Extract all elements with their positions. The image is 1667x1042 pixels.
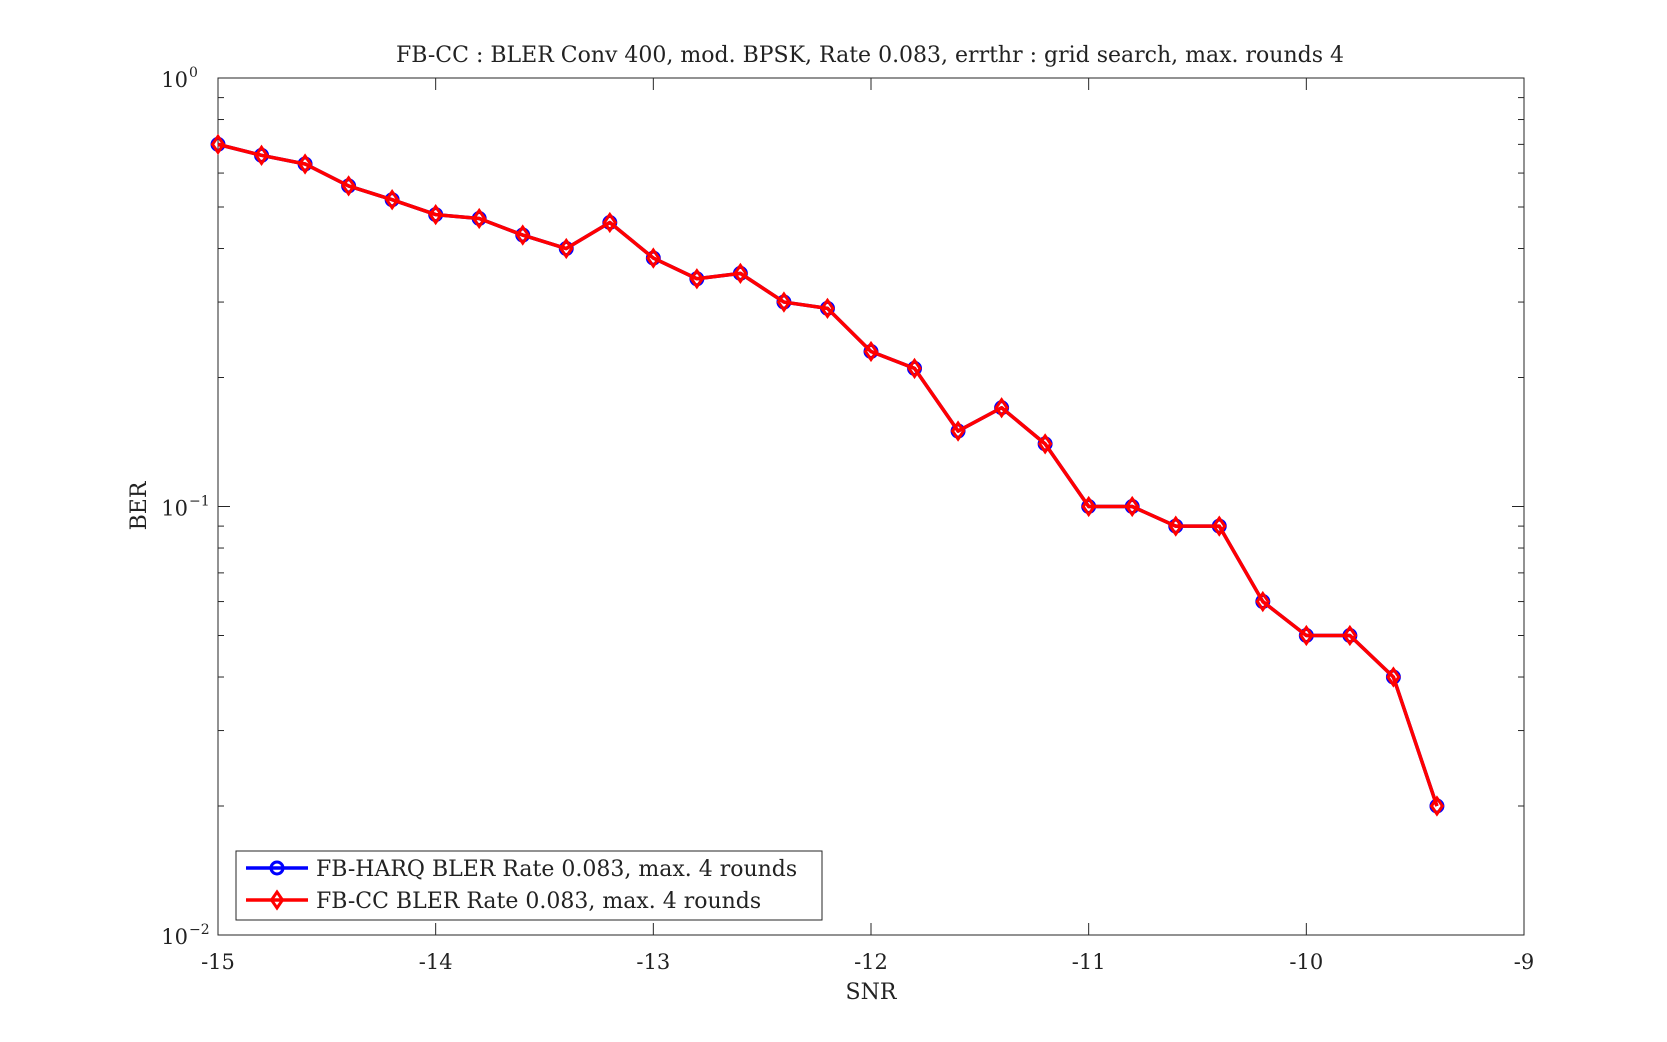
data-point: [1299, 624, 1314, 647]
y-tick-label: 10: [161, 68, 188, 92]
data-point: [733, 262, 748, 285]
data-point: [776, 291, 792, 313]
x-tick-labels: -15 -14 -13 -12 -11 -10 -9: [201, 950, 1534, 974]
x-tick-label: -11: [1072, 950, 1106, 974]
data-point: [907, 357, 922, 380]
chart-title: FB-CC : BLER Conv 400, mod. BPSK, Rate 0…: [396, 43, 1344, 68]
legend-label: FB-HARQ BLER Rate 0.083, max. 4 rounds: [316, 857, 797, 882]
data-point: [820, 297, 835, 320]
data-point: [1037, 433, 1053, 455]
axis-ticks: [217, 78, 1525, 936]
x-axis-label: SNR: [846, 980, 898, 1005]
series-line: [217, 142, 1439, 807]
data-point: [646, 247, 661, 269]
data-point: [1386, 666, 1401, 688]
x-tick-label: -15: [201, 950, 235, 974]
y-tick-label: 10: [161, 497, 188, 521]
data-point: [863, 340, 879, 363]
y-tick-exponent: −1: [189, 494, 210, 510]
data-point: [1081, 495, 1096, 518]
x-tick-label: -12: [854, 950, 888, 974]
data-point: [994, 397, 1009, 419]
legend-marker: [269, 860, 285, 876]
data-point: [1168, 515, 1184, 537]
y-tick-exponent: −2: [189, 922, 210, 938]
data-point: [471, 207, 487, 230]
data-point: [297, 153, 313, 175]
x-tick-label: -9: [1514, 950, 1534, 974]
series-2: [210, 133, 1445, 817]
x-tick-label: -10: [1289, 950, 1323, 974]
data-point: [254, 144, 269, 166]
data-point: [950, 420, 966, 442]
data-point: [1211, 515, 1227, 537]
legend-entry: FB-HARQ BLER Rate 0.083, max. 4 rounds: [246, 857, 797, 882]
data-point: [1124, 495, 1140, 518]
y-tick-label: 10: [161, 925, 188, 949]
data-point: [1342, 624, 1358, 647]
y-tick-exponent: 0: [189, 65, 198, 81]
data-point: [428, 203, 443, 226]
legend-marker: [269, 889, 285, 911]
data-point: [1429, 795, 1445, 817]
data-point: [384, 189, 400, 211]
data-point: [515, 224, 531, 246]
x-tick-label: -14: [419, 950, 453, 974]
legend: FB-HARQ BLER Rate 0.083, max. 4 rounds FB…: [235, 850, 823, 921]
legend-box: [235, 850, 823, 921]
legend-label: FB-CC BLER Rate 0.083, max. 4 rounds: [316, 889, 761, 914]
data-point: [689, 268, 705, 290]
data-point: [558, 237, 574, 260]
data-point: [1255, 590, 1271, 613]
series-layer: [210, 133, 1445, 817]
data-point: [210, 133, 226, 156]
legend-entry: FB-CC BLER Rate 0.083, max. 4 rounds: [246, 889, 761, 914]
data-point: [341, 175, 356, 197]
y-axis-label: BER: [127, 480, 152, 530]
data-point: [602, 211, 618, 234]
x-tick-label: -13: [636, 950, 670, 974]
